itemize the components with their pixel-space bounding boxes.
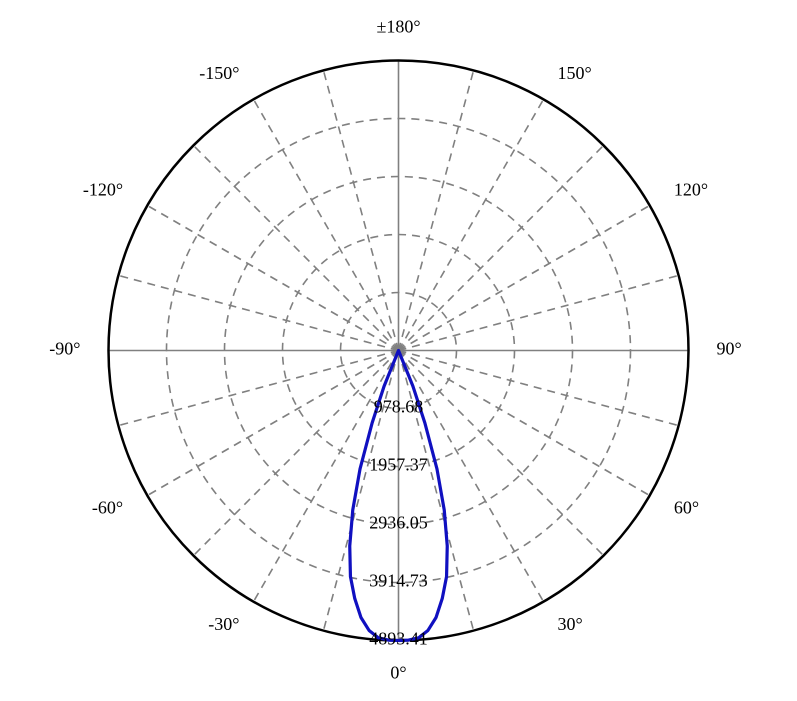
angle-label: -150° bbox=[199, 63, 239, 83]
angle-label: 60° bbox=[674, 498, 699, 518]
grid-spoke bbox=[399, 99, 544, 350]
radial-label: 978.68 bbox=[374, 397, 424, 417]
grid-spoke bbox=[254, 351, 399, 602]
angle-label: -60° bbox=[92, 498, 123, 518]
grid-spoke bbox=[399, 351, 650, 496]
grid-spoke bbox=[147, 351, 398, 496]
grid-spoke bbox=[193, 351, 398, 556]
grid-spoke bbox=[118, 351, 398, 426]
angle-label: 150° bbox=[558, 63, 592, 83]
grid-spoke bbox=[399, 351, 544, 602]
polar-chart: ±180° 150° 120° 90° 60° 30° 0° -30° -60° -90° -120… bbox=[0, 0, 797, 701]
angle-label: ±180° bbox=[376, 17, 420, 37]
grid-spoke bbox=[147, 206, 398, 351]
grid-spoke bbox=[399, 70, 474, 350]
angle-label: 30° bbox=[558, 614, 583, 634]
grid-spoke bbox=[193, 145, 398, 350]
radial-label: 1957.37 bbox=[369, 455, 428, 475]
angle-label: 0° bbox=[390, 663, 406, 683]
grid-spoke bbox=[399, 351, 679, 426]
grid-spoke bbox=[323, 70, 398, 350]
radial-label: 3914.73 bbox=[369, 571, 428, 591]
grid-spoke bbox=[118, 275, 398, 350]
grid-spoke bbox=[254, 99, 399, 350]
radial-label: 2936.05 bbox=[369, 513, 428, 533]
grid-spoke bbox=[399, 145, 604, 350]
grid-spoke bbox=[399, 351, 604, 556]
angle-label: 90° bbox=[717, 339, 742, 359]
angle-label: -90° bbox=[49, 339, 80, 359]
grid-spoke bbox=[399, 206, 650, 351]
grid-spoke bbox=[399, 275, 679, 350]
radial-label: 4893.41 bbox=[369, 629, 428, 649]
angle-label: 120° bbox=[674, 180, 708, 200]
angle-label: -30° bbox=[208, 614, 239, 634]
angle-label: -120° bbox=[83, 180, 123, 200]
